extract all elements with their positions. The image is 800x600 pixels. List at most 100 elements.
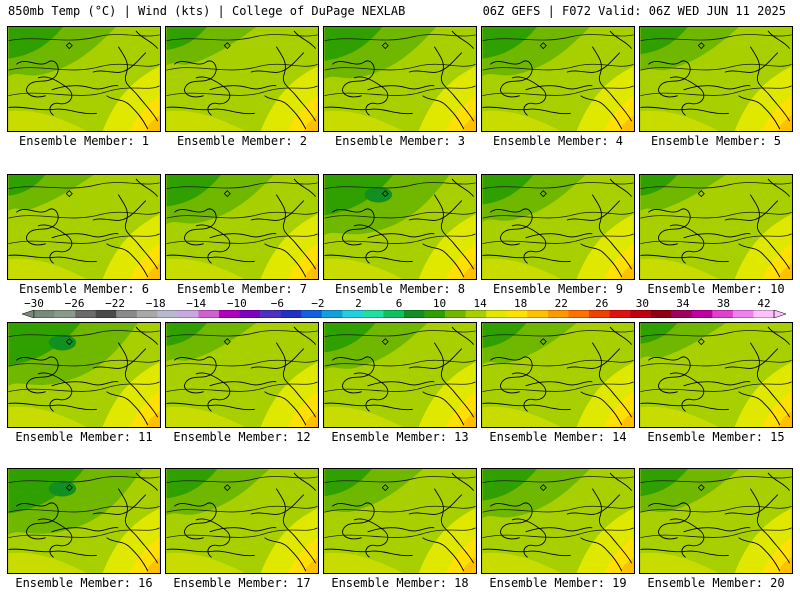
colorbar-swatch xyxy=(136,310,158,318)
ensemble-member-map xyxy=(639,322,793,428)
ensemble-member-label: Ensemble Member: 9 xyxy=(492,282,624,296)
colorbar-tick-label: −26 xyxy=(64,297,85,310)
colorbar-swatch xyxy=(506,310,528,318)
colorbar-swatch xyxy=(116,310,138,318)
colorbar-tick-label: −2 xyxy=(311,297,325,310)
ensemble-member-label: Ensemble Member: 1 xyxy=(18,134,150,148)
ensemble-member-label: Ensemble Member: 2 xyxy=(176,134,308,148)
colorbar-right-arrow xyxy=(773,310,786,318)
ensemble-member-map xyxy=(323,26,477,132)
ensemble-member-map xyxy=(481,468,635,574)
ensemble-member-label: Ensemble Member: 13 xyxy=(331,430,469,444)
colorbar-swatch xyxy=(630,310,651,318)
colorbar-tick-label: −18 xyxy=(145,297,166,310)
colorbar-swatch xyxy=(260,310,281,318)
colorbar-swatch xyxy=(383,310,405,318)
colorbar-swatch xyxy=(671,310,693,318)
colorbar-left-arrow xyxy=(22,310,35,318)
ensemble-member-map xyxy=(481,322,635,428)
ensemble-member-map xyxy=(7,468,161,574)
colorbar-swatch xyxy=(424,310,446,318)
ensemble-member-label: Ensemble Member: 6 xyxy=(18,282,150,296)
colorbar-swatch xyxy=(280,310,302,318)
colorbar-swatch xyxy=(527,310,549,318)
colorbar-tick-label: −6 xyxy=(270,297,284,310)
colorbar-swatch xyxy=(157,310,179,318)
colorbar-tick-label: 14 xyxy=(473,297,487,310)
colorbar-tick-label: −14 xyxy=(186,297,207,310)
colorbar-tick-label: 42 xyxy=(757,297,771,310)
ensemble-member-label: Ensemble Member: 7 xyxy=(176,282,308,296)
ensemble-member-map xyxy=(639,174,793,280)
colorbar-tick-label: 38 xyxy=(716,297,731,310)
colorbar-tick-label: 6 xyxy=(395,297,403,310)
ensemble-member-label: Ensemble Member: 11 xyxy=(15,430,153,444)
colorbar-tick-label: −22 xyxy=(105,297,126,310)
colorbar-swatch xyxy=(650,310,672,318)
ensemble-member-label: Ensemble Member: 12 xyxy=(173,430,311,444)
map-title: 850mb Temp (°C) | Wind (kts) | College o… xyxy=(8,4,406,18)
colorbar-swatch xyxy=(34,310,55,318)
ensemble-member-map xyxy=(481,174,635,280)
ensemble-member-label: Ensemble Member: 8 xyxy=(334,282,466,296)
colorbar-swatch xyxy=(54,310,76,318)
colorbar-swatch xyxy=(589,310,610,318)
colorbar-tick-label: −30 xyxy=(24,297,44,310)
colorbar-tick-label: 22 xyxy=(554,297,568,310)
ensemble-member-map xyxy=(165,468,319,574)
colorbar-swatch xyxy=(239,310,261,318)
colorbar-swatch xyxy=(445,310,466,318)
ensemble-member-map xyxy=(165,322,319,428)
colorbar-swatch xyxy=(301,310,323,318)
colorbar-tick-label: 30 xyxy=(635,297,649,310)
ensemble-member-map xyxy=(7,26,161,132)
ensemble-member-map xyxy=(165,174,319,280)
ensemble-member-label: Ensemble Member: 20 xyxy=(647,576,785,590)
ensemble-member-map xyxy=(323,174,477,280)
colorbar-swatch xyxy=(547,310,569,318)
colorbar-swatch xyxy=(75,310,96,318)
ensemble-member-label: Ensemble Member: 17 xyxy=(173,576,311,590)
colorbar-swatch xyxy=(486,310,508,318)
colorbar-swatch xyxy=(465,310,487,318)
ensemble-member-label: Ensemble Member: 16 xyxy=(15,576,153,590)
colorbar-swatch xyxy=(753,310,775,318)
ensemble-member-map xyxy=(323,468,477,574)
colorbar-swatch xyxy=(609,310,631,318)
colorbar-swatch xyxy=(404,310,425,318)
colorbar-swatch xyxy=(177,310,199,318)
colorbar-swatch xyxy=(342,310,364,318)
ensemble-member-map xyxy=(639,468,793,574)
colorbar-swatch xyxy=(95,310,117,318)
colorbar-tick-label: 34 xyxy=(676,297,690,310)
colorbar-swatch xyxy=(732,310,754,318)
colorbar-swatch xyxy=(691,310,713,318)
ensemble-member-map xyxy=(7,174,161,280)
ensemble-member-map xyxy=(323,322,477,428)
ensemble-member-label: Ensemble Member: 18 xyxy=(331,576,469,590)
ensemble-member-label: Ensemble Member: 15 xyxy=(647,430,785,444)
ensemble-member-label: Ensemble Member: 19 xyxy=(489,576,627,590)
ensemble-member-label: Ensemble Member: 4 xyxy=(492,134,624,148)
ensemble-member-map xyxy=(165,26,319,132)
ensemble-member-label: Ensemble Member: 5 xyxy=(650,134,782,148)
temperature-colorbar xyxy=(22,310,786,318)
colorbar-tick-label: 26 xyxy=(595,297,609,310)
ensemble-member-map xyxy=(481,26,635,132)
colorbar-swatch xyxy=(362,310,384,318)
colorbar-tick-label: 10 xyxy=(432,297,447,310)
ensemble-member-label: Ensemble Member: 10 xyxy=(647,282,785,296)
ensemble-member-label: Ensemble Member: 14 xyxy=(489,430,627,444)
colorbar-tick-label: 2 xyxy=(355,297,362,310)
colorbar-swatch xyxy=(568,310,590,318)
colorbar-swatch xyxy=(198,310,220,318)
colorbar-swatch xyxy=(321,310,343,318)
colorbar-tick-label: 18 xyxy=(514,297,528,310)
colorbar-tick-label: −10 xyxy=(226,297,247,310)
ensemble-member-map xyxy=(639,26,793,132)
ensemble-member-label: Ensemble Member: 3 xyxy=(334,134,466,148)
colorbar-swatch xyxy=(712,310,734,318)
run-valid-time: 06Z GEFS | F072 Valid: 06Z WED JUN 11 20… xyxy=(482,4,786,18)
ensemble-member-map xyxy=(7,322,161,428)
colorbar-swatch xyxy=(219,310,240,318)
